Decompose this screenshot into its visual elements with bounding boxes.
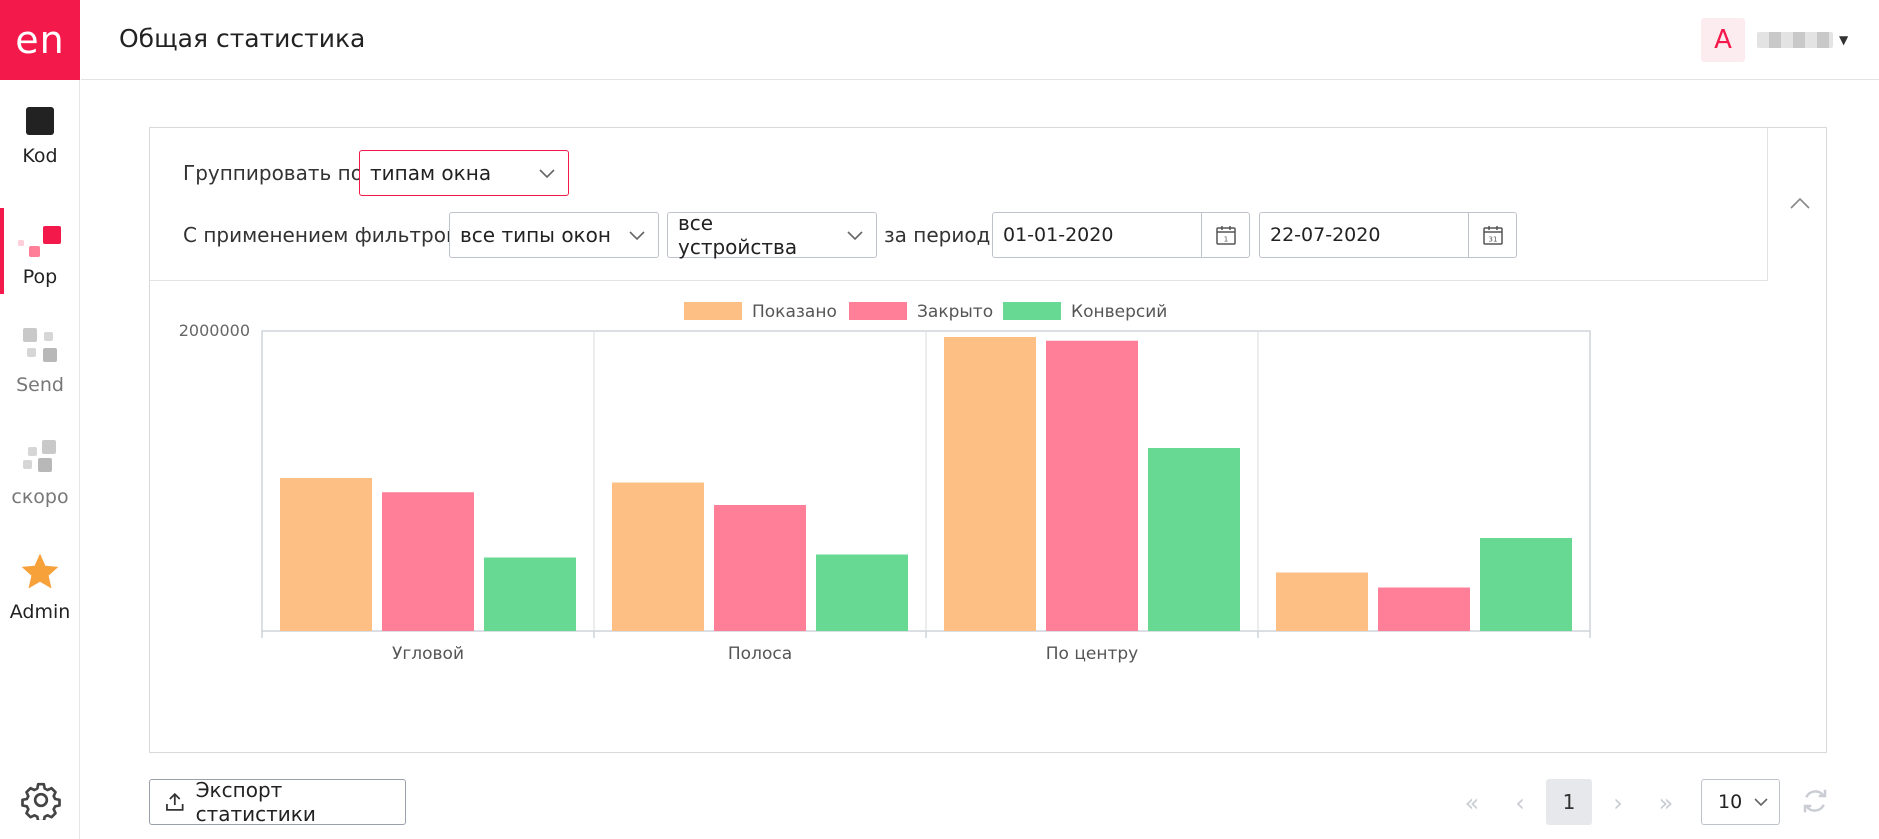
popup-squares-icon [18,226,61,257]
refresh-icon[interactable] [1800,786,1830,816]
top-header: Общая статистика A ▼ [81,0,1879,80]
chevron-down-icon [539,169,555,179]
x-tick-label: Угловой [392,644,464,664]
prev-page-button[interactable]: ‹ [1515,789,1525,817]
bar [382,492,474,631]
bar [714,505,806,631]
legend-swatch [684,302,742,320]
filters-panel: Группировать по типам окна С применением… [150,128,1768,281]
user-name-redacted[interactable] [1757,32,1833,48]
bar [1046,340,1138,631]
next-page-button[interactable]: › [1613,789,1623,817]
page-size-select[interactable]: 10 [1701,779,1780,825]
export-button[interactable]: Экспорт статистики [149,778,406,826]
window-type-select[interactable]: все типы окон [449,212,659,258]
legend-label: Показано [752,302,837,322]
legend-label: Конверсий [1071,302,1167,322]
current-page[interactable]: 1 [1546,779,1592,825]
chevron-down-icon [629,231,645,241]
last-page-button[interactable]: » [1658,789,1674,817]
bar [816,554,908,631]
chevron-down-icon [1754,798,1768,807]
bar [484,557,576,631]
group-by-select[interactable]: типам окна [359,150,569,196]
x-tick-label: Полоса [728,644,792,664]
export-label: Экспорт статистики [195,778,316,826]
legend-label: Закрыто [917,302,993,322]
calendar-button[interactable]: 1 [1201,213,1249,257]
bar [1148,448,1240,631]
bar [1480,538,1572,631]
x-tick-label: По центру [1046,644,1139,664]
bar [1378,587,1470,631]
page-title: Общая статистика [119,24,366,53]
upload-icon [166,792,184,811]
statistics-card: Группировать по типам окна С применением… [149,127,1827,753]
bar [944,337,1036,631]
svg-text:31: 31 [1488,236,1497,244]
device-select[interactable]: все устройства [667,211,877,259]
first-page-button[interactable]: « [1464,789,1480,817]
window-type-value: все типы окон [460,223,611,247]
device-value: все устройства [678,211,798,259]
grid-squares-icon [23,328,57,362]
sidebar-item-label: Send [16,374,64,396]
sidebar-item-soon[interactable]: скоро [0,438,80,538]
star-icon [21,553,59,589]
y-tick-label: 2000000 [179,321,250,340]
date-from-input[interactable] [993,213,1198,257]
sidebar-item-admin[interactable]: Admin [0,551,80,651]
group-by-value: типам окна [370,161,492,185]
calendar-icon: 31 [1482,226,1503,245]
bar [612,482,704,631]
sidebar-item-pop[interactable]: Pop [0,208,80,308]
sidebar-item-label: скоро [11,486,69,508]
caret-down-icon[interactable]: ▼ [1839,33,1849,47]
date-from-field: 1 [992,212,1250,258]
period-label: за период [884,223,991,247]
square-icon [26,107,54,135]
sidebar-item-label: Kod [22,145,58,167]
sidebar-item-kod[interactable]: Kod [0,105,80,205]
chevron-down-icon [847,231,863,241]
avatar[interactable]: A [1701,18,1745,62]
chevron-up-icon[interactable] [1786,190,1814,218]
date-to-field: 31 [1259,212,1517,258]
legend-swatch [849,302,907,320]
date-to-input[interactable] [1260,213,1465,257]
grid-squares-icon [23,440,56,472]
calendar-icon: 1 [1215,226,1236,245]
gear-icon[interactable] [21,780,61,820]
sidebar: en Kod Pop Send скоро Admin [0,0,80,839]
sidebar-item-label: Admin [9,601,71,623]
bar [1276,572,1368,631]
calendar-button[interactable]: 31 [1468,213,1516,257]
bar-chart: 2000000 Угловой Полоса По центру Показано Зак… [179,302,1591,664]
app-logo[interactable]: en [0,0,80,80]
logo-text: en [15,18,65,62]
page-size-value: 10 [1718,791,1743,813]
bar [280,478,372,631]
filters-label: С применением фильтров [183,223,458,247]
legend-swatch [1003,302,1061,320]
svg-text:1: 1 [1223,236,1227,244]
sidebar-item-label: Pop [22,266,58,288]
group-by-label: Группировать по [183,161,363,185]
sidebar-item-send[interactable]: Send [0,326,80,426]
